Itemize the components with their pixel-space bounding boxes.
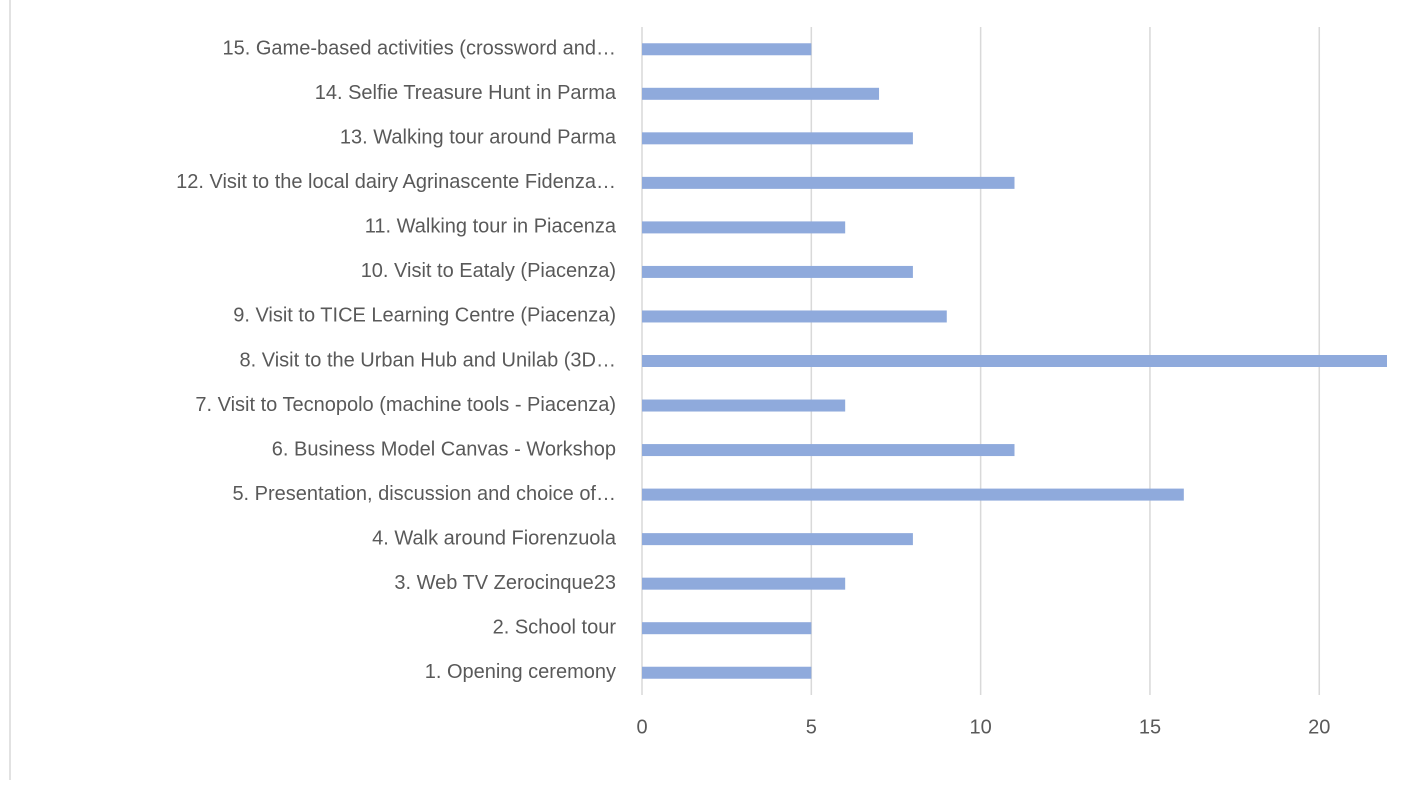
y-tick-label: 1. Opening ceremony [425, 661, 616, 683]
x-tick-label: 20 [1308, 716, 1330, 738]
y-tick-label: 5. Presentation, discussion and choice o… [232, 483, 616, 505]
y-tick-label: 7. Visit to Tecnopolo (machine tools - P… [195, 394, 616, 416]
y-tick-label: 15. Game-based activities (crossword and… [223, 38, 617, 60]
x-tick-label: 0 [636, 716, 647, 738]
bar [642, 87, 880, 100]
y-tick-label: 11. Walking tour in Piacenza [365, 216, 617, 238]
bar [642, 221, 846, 234]
bar [642, 176, 1015, 189]
y-tick-label: 2. School tour [493, 616, 617, 638]
y-tick-label: 4. Walk around Fiorenzuola [372, 527, 617, 549]
bar [642, 265, 913, 278]
y-tick-label: 9. Visit to TICE Learning Centre (Piacen… [233, 305, 616, 327]
bar [642, 310, 947, 323]
bar [642, 132, 913, 145]
bar [642, 577, 846, 590]
bar [642, 533, 913, 546]
bar [642, 622, 812, 635]
x-tick-label: 10 [970, 716, 992, 738]
y-tick-label: 12. Visit to the local dairy Agrinascent… [176, 171, 616, 193]
bar [642, 666, 812, 679]
bar [642, 444, 1015, 457]
y-tick-label: 6. Business Model Canvas - Workshop [272, 438, 616, 460]
y-tick-label: 3. Web TV Zerocinque23 [394, 572, 616, 594]
bar [642, 399, 846, 412]
bar [642, 43, 812, 56]
x-tick-label: 15 [1139, 716, 1161, 738]
bar [642, 488, 1184, 501]
y-tick-label: 8. Visit to the Urban Hub and Unilab (3D… [240, 349, 617, 371]
y-tick-label: 10. Visit to Eataly (Piacenza) [361, 260, 616, 282]
bar [642, 355, 1387, 367]
x-tick-label: 5 [806, 716, 817, 738]
y-tick-label: 14. Selfie Treasure Hunt in Parma [315, 82, 617, 104]
y-tick-label: 13. Walking tour around Parma [340, 127, 617, 149]
